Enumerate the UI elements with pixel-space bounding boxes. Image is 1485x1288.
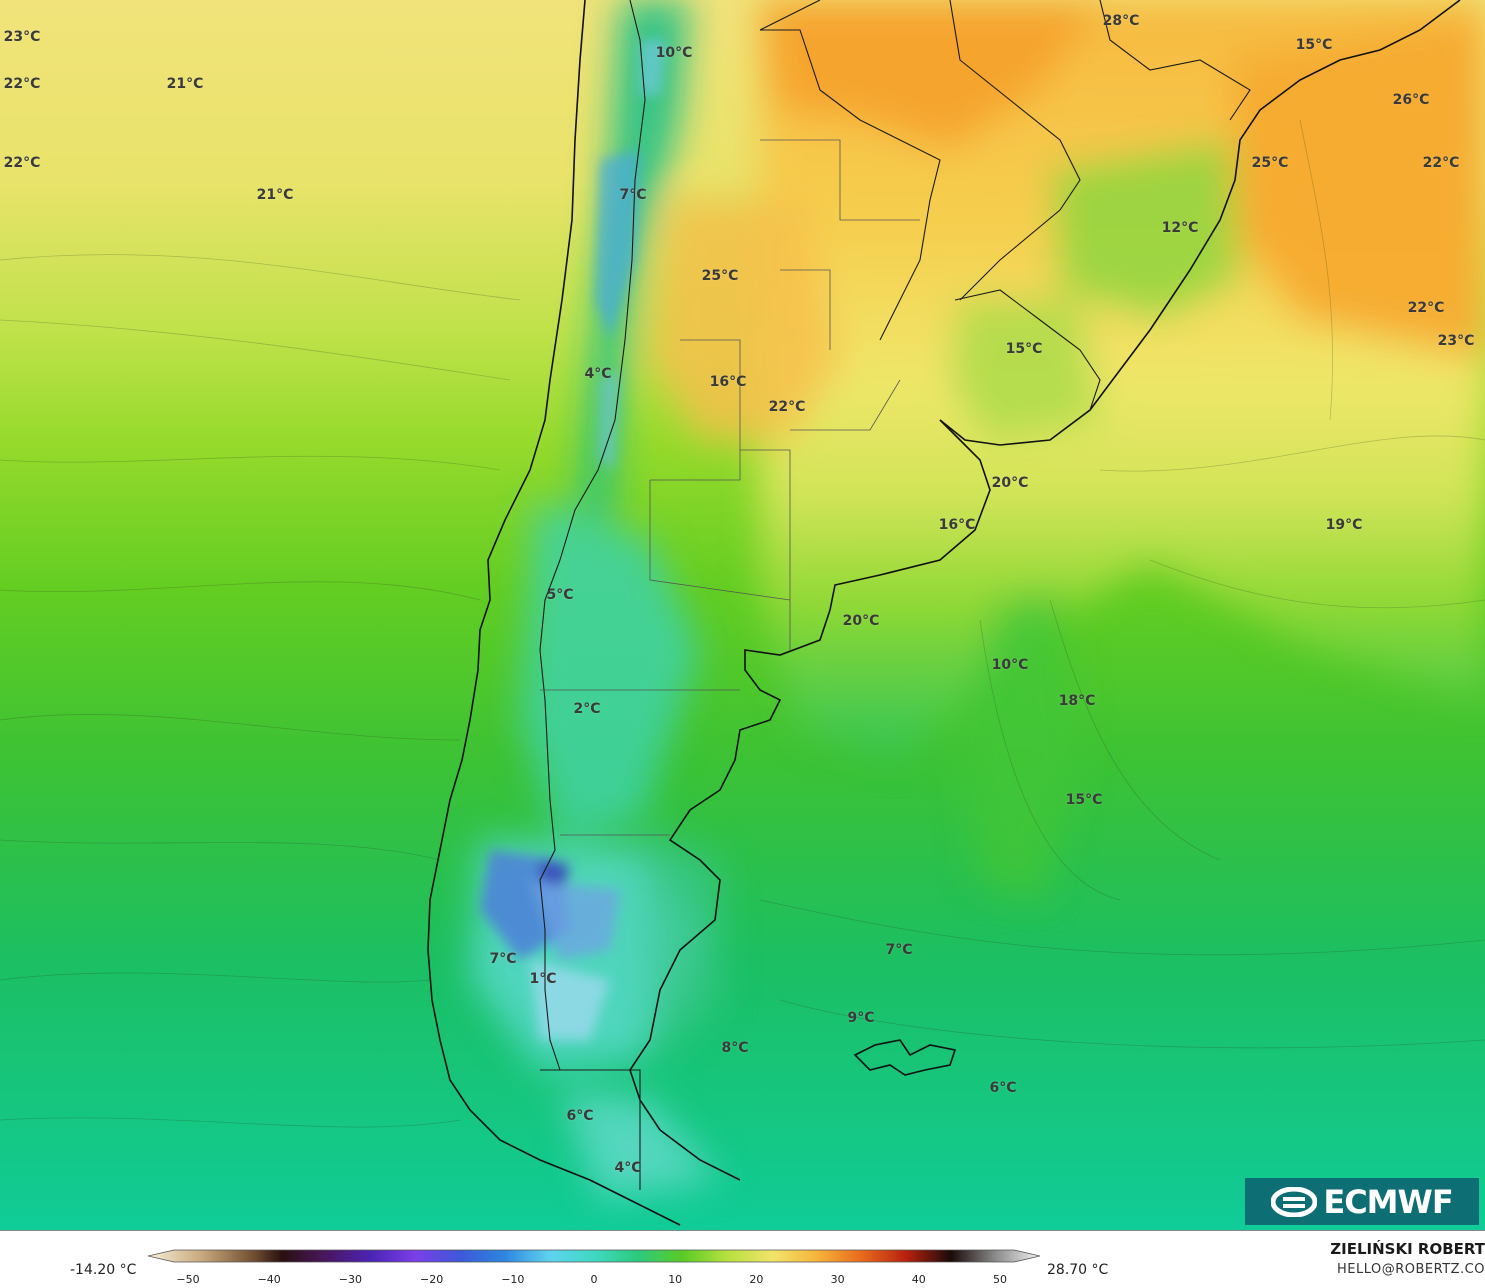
- colorbar: [148, 1249, 1040, 1263]
- temperature-label: 9°C: [847, 1010, 875, 1026]
- temperature-field: [0, 0, 1485, 1230]
- colorbar-ramp: [148, 1249, 1040, 1263]
- colorbar-tick-label: −50: [176, 1273, 200, 1286]
- temperature-label: 23°C: [1437, 333, 1475, 349]
- temperature-label: 6°C: [989, 1080, 1017, 1096]
- temperature-label: 22°C: [1407, 300, 1445, 316]
- ecmwf-mark-icon: [1271, 1186, 1318, 1217]
- colorbar-max-label: 28.70 °C: [1047, 1262, 1109, 1278]
- colorbar-tick-label: 50: [993, 1273, 1007, 1286]
- colorbar-tick-label: −30: [338, 1273, 362, 1286]
- temperature-label: 6°C: [566, 1108, 594, 1124]
- temperature-label: 16°C: [709, 374, 747, 390]
- temperature-label: 23°C: [3, 29, 41, 45]
- temperature-label: 22°C: [3, 76, 41, 92]
- isotherm-contours: [0, 119, 1485, 1128]
- temperature-label: 2°C: [573, 701, 601, 717]
- temperature-label: 20°C: [991, 475, 1029, 491]
- temperature-label: 20°C: [842, 613, 880, 629]
- ecmwf-logo: ECMWF: [1245, 1178, 1479, 1225]
- author-name: ZIELIŃSKI ROBERT: [1330, 1240, 1485, 1258]
- temperature-label: 10°C: [655, 45, 693, 61]
- temperature-label: 7°C: [885, 942, 913, 958]
- temperature-label: 21°C: [256, 187, 294, 203]
- temperature-label: 26°C: [1392, 92, 1430, 108]
- temperature-label: 7°C: [489, 951, 517, 967]
- temperature-label: 22°C: [768, 399, 806, 415]
- province-borders: [540, 139, 920, 836]
- temperature-label: 12°C: [1161, 220, 1199, 236]
- country-borders: [539, 0, 1251, 1190]
- ecmwf-logo-text: ECMWF: [1323, 1182, 1453, 1221]
- temperature-label: 15°C: [1295, 37, 1333, 53]
- colorbar-tick-label: −20: [419, 1273, 444, 1286]
- temperature-label: 4°C: [614, 1160, 642, 1176]
- temperature-label: 28°C: [1102, 13, 1140, 29]
- colorbar-tick-label: −10: [501, 1273, 525, 1286]
- temperature-label: 25°C: [1251, 155, 1289, 171]
- temperature-label: 19°C: [1325, 517, 1363, 533]
- colorbar-tick-label: −40: [257, 1273, 281, 1286]
- colorbar-tick-label: 0: [590, 1273, 598, 1286]
- temperature-label: 22°C: [1422, 155, 1460, 171]
- temperature-label: 7°C: [619, 187, 647, 203]
- temperature-label: 22°C: [3, 155, 41, 171]
- temperature-label: 5°C: [546, 587, 574, 603]
- temperature-label: 16°C: [938, 517, 976, 533]
- temperature-label: 18°C: [1058, 693, 1096, 709]
- temperature-label: 10°C: [991, 657, 1029, 673]
- temperature-label: 15°C: [1005, 341, 1043, 357]
- temperature-map: 23°C 22°C 21°C 22°C 21°C 10°C 7°C 25°C 4°C 16°C 22…: [0, 0, 1485, 1230]
- colorbar-tick-label: 40: [911, 1273, 926, 1286]
- temperature-label: 8°C: [721, 1040, 749, 1056]
- temperature-label: 1°C: [529, 971, 557, 987]
- colorbar-tick-label: 10: [668, 1273, 683, 1286]
- temperature-label: 4°C: [584, 366, 612, 382]
- colorbar-min-label: -14.20 °C: [70, 1262, 137, 1278]
- temperature-label: 25°C: [701, 268, 739, 284]
- colorbar-tick-label: 20: [749, 1273, 764, 1286]
- temperature-label: 21°C: [166, 76, 204, 92]
- author-email[interactable]: HELLO@ROBERTZ.CO: [1336, 1262, 1485, 1277]
- colorbar-tick-label: 30: [830, 1273, 845, 1286]
- temperature-label: 15°C: [1065, 792, 1103, 808]
- coastlines: [427, 0, 1461, 1226]
